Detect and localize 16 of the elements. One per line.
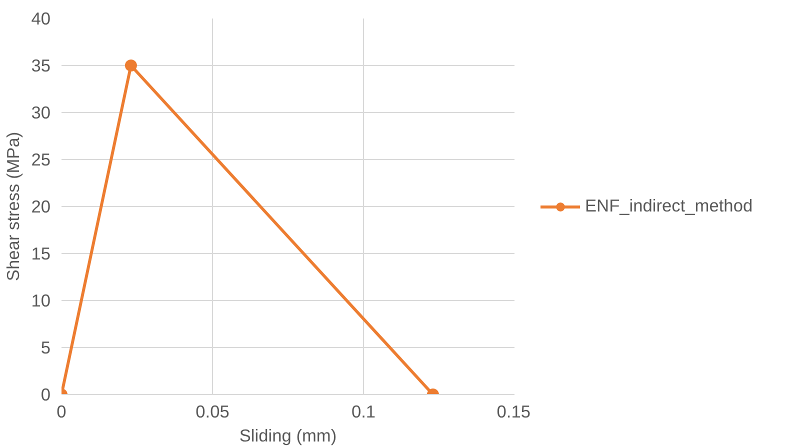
x-tick-label: 0.05 bbox=[196, 402, 230, 422]
y-tick-label: 40 bbox=[31, 8, 51, 28]
y-tick-label: 15 bbox=[31, 244, 51, 264]
y-tick-label: 10 bbox=[31, 290, 51, 310]
x-axis-title: Sliding (mm) bbox=[239, 426, 337, 446]
y-tick-label: 5 bbox=[40, 338, 51, 358]
legend-label: ENF_indirect_method bbox=[585, 196, 753, 216]
y-tick-label: 35 bbox=[31, 56, 51, 76]
x-tick-label: 0.15 bbox=[496, 402, 531, 422]
y-axis-title: Shear stress (MPa) bbox=[3, 132, 24, 282]
y-tick-label: 30 bbox=[31, 102, 51, 122]
x-tick-label: 0 bbox=[56, 402, 66, 422]
y-tick-label: 25 bbox=[31, 150, 51, 170]
y-tick-label: 0 bbox=[40, 384, 51, 404]
x-tick-label: 0.1 bbox=[351, 402, 376, 422]
y-tick-label: 20 bbox=[31, 196, 51, 216]
